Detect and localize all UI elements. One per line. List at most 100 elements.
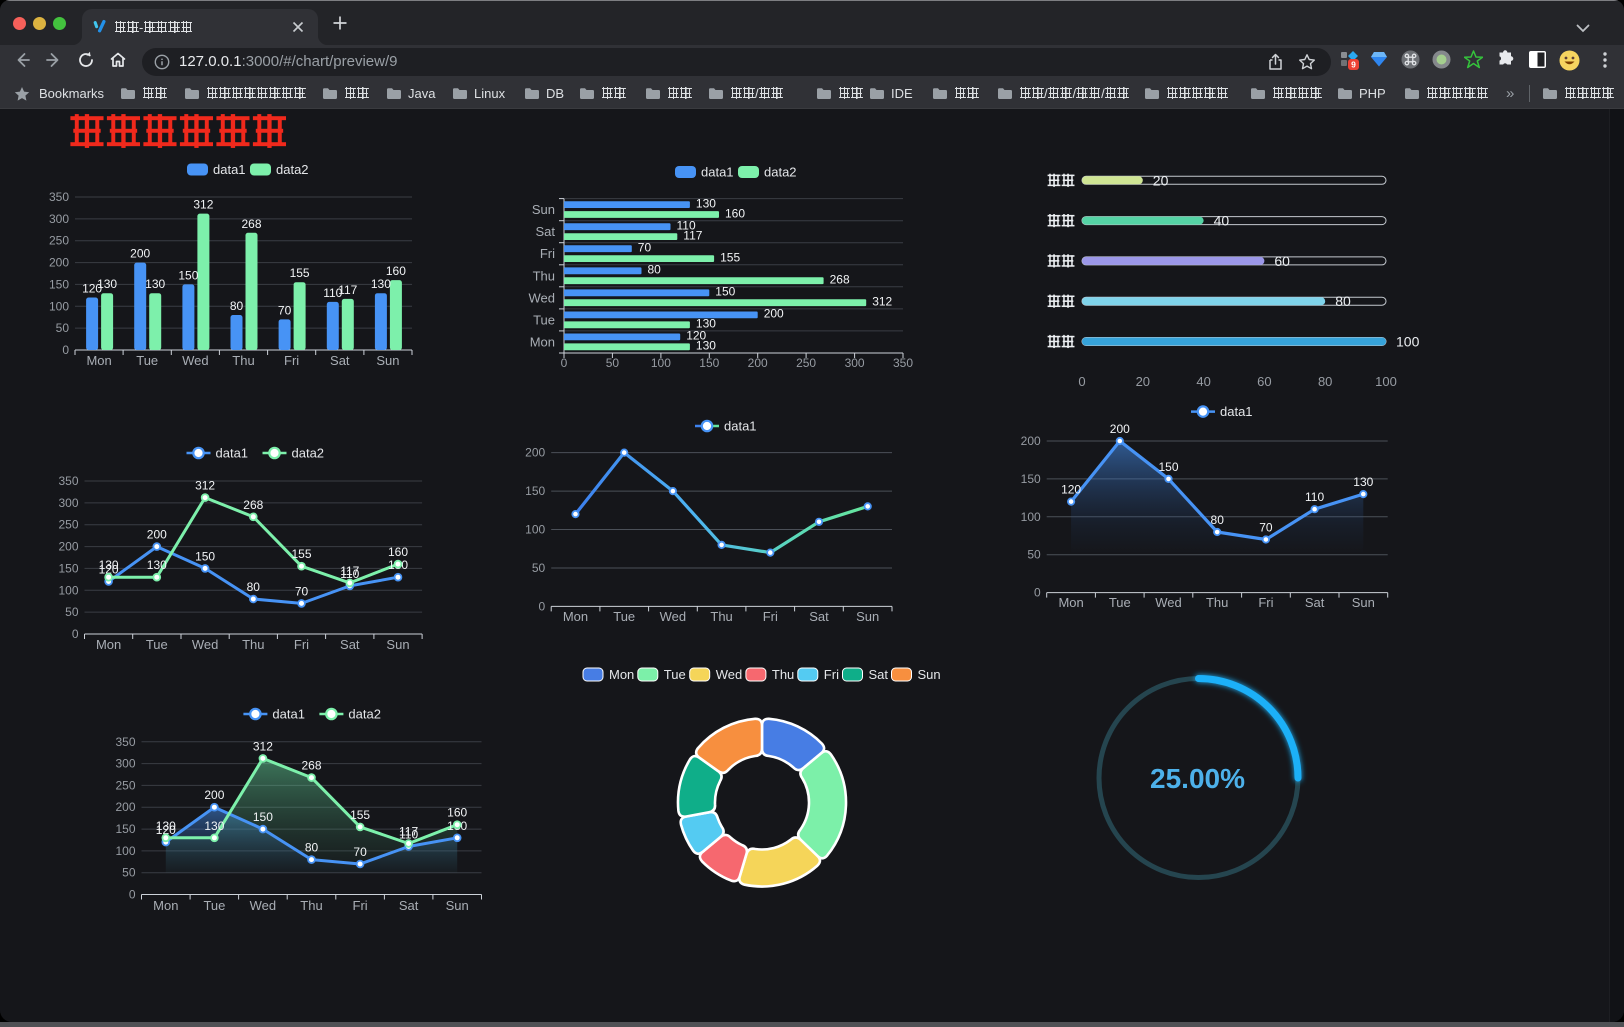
svg-text:160: 160: [386, 264, 406, 278]
svg-text:20: 20: [1153, 172, 1169, 188]
svg-text:40: 40: [1214, 213, 1230, 229]
svg-text:Sun: Sun: [1352, 595, 1375, 610]
svg-text:70: 70: [638, 241, 652, 255]
svg-text:350: 350: [49, 190, 69, 204]
svg-text:130: 130: [1353, 475, 1373, 489]
svg-text:Tue: Tue: [533, 312, 555, 327]
svg-text:100: 100: [49, 299, 69, 313]
svg-text:200: 200: [748, 356, 768, 370]
svg-text:Tue: Tue: [1109, 595, 1131, 610]
svg-text:50: 50: [65, 605, 79, 619]
svg-text:200: 200: [1110, 422, 1130, 436]
svg-text:Fri: Fri: [1258, 595, 1273, 610]
svg-text:200: 200: [130, 247, 150, 261]
svg-text:150: 150: [49, 277, 69, 291]
svg-text:160: 160: [725, 206, 745, 220]
svg-text:155: 155: [291, 547, 311, 561]
svg-text:200: 200: [58, 540, 78, 554]
svg-text:50: 50: [532, 561, 546, 575]
svg-text:200: 200: [764, 307, 784, 321]
svg-text:Sat: Sat: [330, 353, 350, 368]
svg-text:50: 50: [56, 321, 70, 335]
svg-text:80: 80: [305, 841, 319, 855]
svg-text:110: 110: [1305, 490, 1324, 504]
svg-text:0: 0: [62, 343, 69, 357]
svg-text:0: 0: [561, 356, 568, 370]
svg-text:Wed: Wed: [192, 637, 219, 652]
svg-text:120: 120: [82, 282, 102, 296]
svg-text:155: 155: [720, 250, 740, 264]
svg-text:268: 268: [301, 759, 321, 773]
svg-text:155: 155: [350, 808, 370, 822]
svg-text:268: 268: [243, 498, 263, 512]
svg-text:0: 0: [1034, 586, 1041, 600]
svg-text:20: 20: [1136, 374, 1150, 389]
svg-text:Thu: Thu: [533, 268, 555, 283]
svg-text:Sun: Sun: [386, 637, 409, 652]
svg-text:70: 70: [1259, 521, 1273, 535]
svg-text:Thu: Thu: [772, 667, 794, 682]
svg-text:Sun: Sun: [856, 609, 879, 624]
svg-text:150: 150: [1021, 472, 1041, 486]
svg-text:70: 70: [295, 584, 309, 598]
svg-text:50: 50: [1027, 548, 1041, 562]
svg-text:Wed: Wed: [1155, 595, 1182, 610]
svg-text:Mon: Mon: [609, 667, 634, 682]
svg-text:117: 117: [338, 283, 357, 297]
svg-text:350: 350: [115, 735, 135, 749]
svg-text:150: 150: [195, 549, 215, 563]
svg-text:200: 200: [147, 528, 167, 542]
svg-text:100: 100: [651, 356, 671, 370]
svg-text:300: 300: [845, 356, 865, 370]
svg-text:110: 110: [340, 567, 359, 581]
svg-text:150: 150: [58, 561, 78, 575]
svg-text:160: 160: [447, 806, 467, 820]
svg-text:80: 80: [247, 580, 261, 594]
svg-text:250: 250: [796, 356, 816, 370]
svg-text:130: 130: [371, 277, 391, 291]
svg-text:160: 160: [388, 545, 408, 559]
svg-text:200: 200: [1021, 434, 1041, 448]
svg-text:0: 0: [72, 627, 79, 641]
svg-text:Fri: Fri: [824, 667, 839, 682]
svg-text:120: 120: [686, 329, 706, 343]
svg-text:data2: data2: [348, 707, 381, 722]
svg-text:Sat: Sat: [1305, 595, 1325, 610]
svg-text:150: 150: [1158, 460, 1178, 474]
svg-text:Mon: Mon: [563, 609, 588, 624]
svg-text:100: 100: [1021, 510, 1041, 524]
svg-text:Mon: Mon: [96, 637, 121, 652]
svg-text:data2: data2: [276, 162, 309, 177]
svg-text:200: 200: [204, 788, 224, 802]
svg-text:Thu: Thu: [300, 898, 322, 913]
svg-text:Fri: Fri: [284, 353, 299, 368]
svg-text:350: 350: [893, 356, 913, 370]
svg-text:130: 130: [99, 558, 119, 572]
svg-text:data2: data2: [292, 446, 325, 461]
svg-text:130: 130: [696, 196, 716, 210]
svg-text:100: 100: [115, 844, 135, 858]
svg-text:350: 350: [58, 474, 78, 488]
svg-text:100: 100: [525, 523, 545, 537]
svg-text:data1: data1: [216, 446, 249, 461]
svg-text:110: 110: [399, 828, 418, 842]
svg-text:200: 200: [115, 800, 135, 814]
svg-text:130: 130: [156, 819, 176, 833]
svg-text:data1: data1: [724, 419, 757, 434]
svg-text:150: 150: [525, 484, 545, 498]
svg-text:Mon: Mon: [530, 335, 555, 350]
svg-text:data1: data1: [1220, 404, 1253, 419]
svg-text:Tue: Tue: [613, 609, 635, 624]
svg-text:150: 150: [115, 822, 135, 836]
svg-text:130: 130: [147, 558, 167, 572]
svg-text:Sat: Sat: [340, 637, 360, 652]
svg-text:40: 40: [1196, 374, 1210, 389]
svg-text:data1: data1: [213, 162, 246, 177]
svg-text:110: 110: [677, 219, 696, 233]
svg-text:Sun: Sun: [918, 667, 941, 682]
svg-text:data1: data1: [701, 165, 734, 180]
svg-text:60: 60: [1257, 374, 1271, 389]
svg-text:Sun: Sun: [376, 353, 399, 368]
svg-text:Thu: Thu: [232, 353, 254, 368]
svg-text:Mon: Mon: [153, 898, 178, 913]
